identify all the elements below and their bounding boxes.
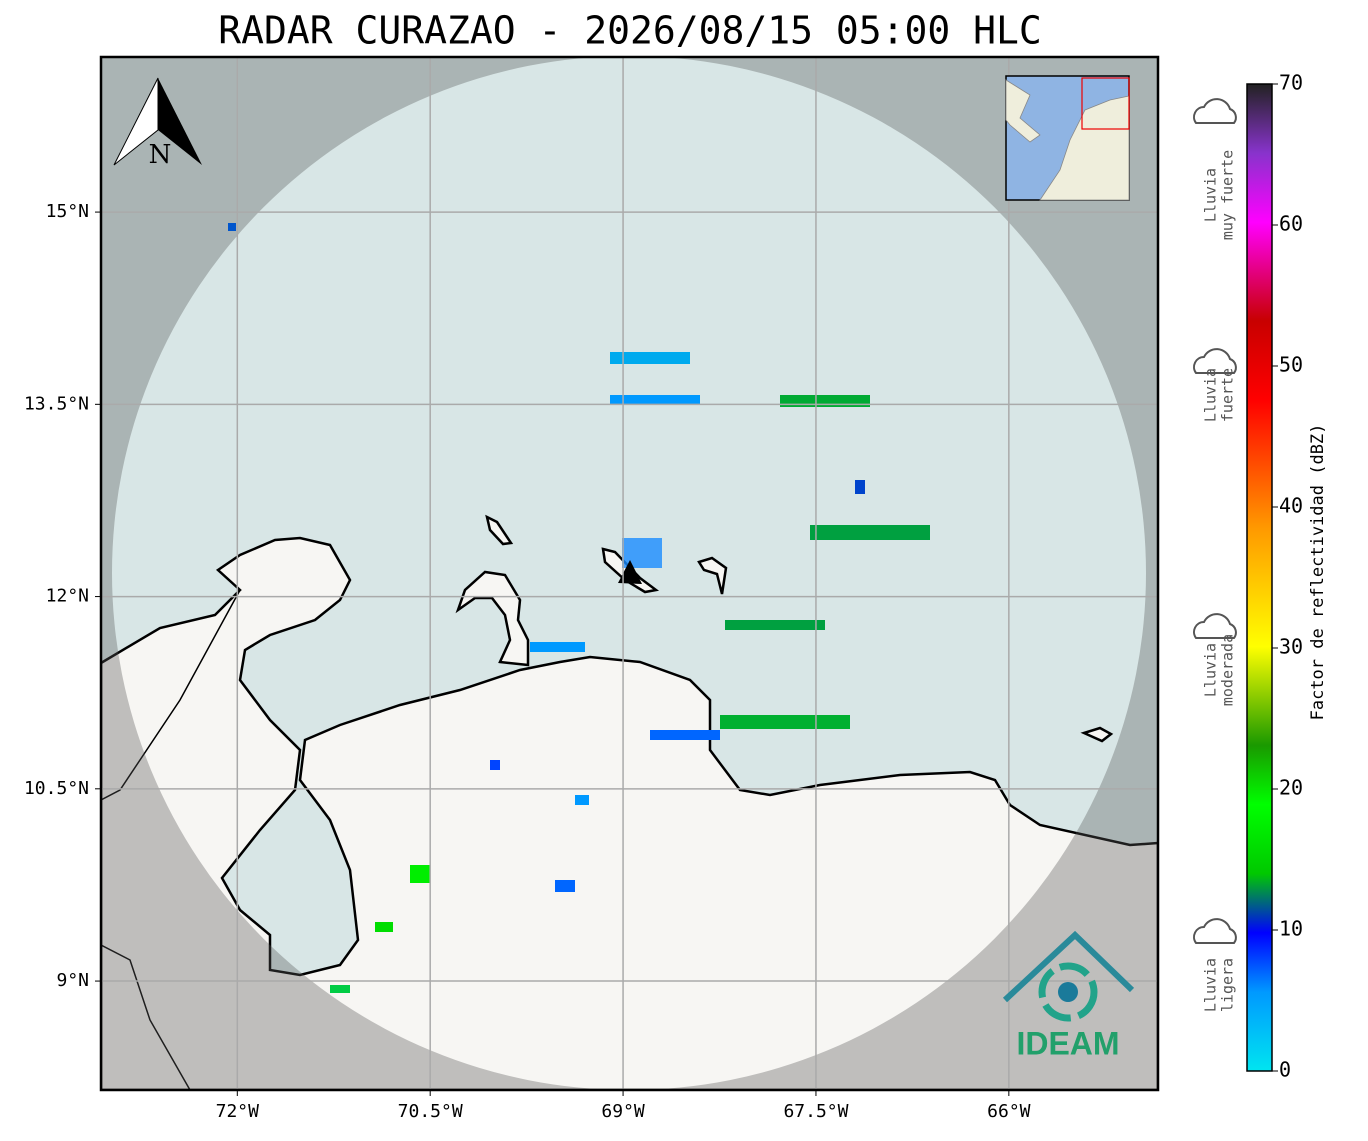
ideam-logo: IDEAM bbox=[1002, 930, 1135, 1061]
rain-legend-text: Lluvia bbox=[1202, 168, 1220, 222]
colorbar-axis: 0 10 20 30 40 50 60 70 Factor de reflectividad (… bbox=[1272, 71, 1328, 1082]
aruba bbox=[485, 514, 514, 546]
rain-legend-text: muy fuerte bbox=[1219, 150, 1237, 240]
colorbar-tick-label: 10 bbox=[1279, 917, 1303, 941]
rain-legend-text: moderada bbox=[1219, 634, 1237, 706]
colorbar-label: Factor de reflectividad (dBZ) bbox=[1308, 424, 1328, 721]
grid bbox=[101, 57, 1158, 1090]
rain-legend-text: Lluvia bbox=[1202, 643, 1220, 697]
north-arrow: N bbox=[113, 77, 202, 170]
colorbar-tick-label: 70 bbox=[1279, 71, 1303, 95]
colorbar-tick-label: 30 bbox=[1279, 635, 1303, 659]
y-tick-label: 10.5°N bbox=[24, 778, 89, 799]
x-tick-label: 72°W bbox=[216, 1101, 260, 1122]
rain-legend-text: ligera bbox=[1219, 958, 1237, 1012]
map: N IDEAM bbox=[101, 57, 1158, 1090]
rain-legend-text: Lluvia bbox=[1202, 368, 1220, 422]
islet bbox=[1080, 726, 1114, 743]
colorbar bbox=[1246, 83, 1273, 1072]
logo-text: IDEAM bbox=[1016, 1025, 1119, 1061]
colorbar-tick-label: 20 bbox=[1279, 776, 1303, 800]
bonaire bbox=[697, 556, 728, 595]
y-tick-label: 15°N bbox=[46, 201, 89, 222]
y-tick-label: 13.5°N bbox=[24, 393, 89, 414]
colorbar-tick-label: 0 bbox=[1279, 1058, 1291, 1082]
rain-icon bbox=[1193, 613, 1237, 639]
map-frame bbox=[99, 55, 1160, 1092]
colorbar-tick-label: 40 bbox=[1279, 494, 1303, 518]
axes: 72°W 70.5°W 69°W 67.5°W 66°W 15°N 13.5°N 12°N 10… bbox=[24, 201, 1031, 1122]
inset-map bbox=[1005, 75, 1130, 201]
land bbox=[101, 536, 1158, 1090]
x-tick-label: 70.5°W bbox=[398, 1101, 463, 1122]
border bbox=[101, 589, 241, 1090]
rain-icon bbox=[1193, 98, 1237, 124]
x-tick-label: 67.5°W bbox=[783, 1101, 848, 1122]
rain-icon bbox=[1193, 918, 1237, 944]
north-label: N bbox=[149, 140, 172, 170]
radar-site bbox=[618, 560, 642, 584]
y-tick-label: 12°N bbox=[46, 586, 89, 607]
rain-legend-text: fuerte bbox=[1219, 368, 1237, 422]
paraguana bbox=[455, 570, 530, 667]
x-tick-label: 66°W bbox=[987, 1101, 1031, 1122]
rain-icon bbox=[1193, 348, 1237, 374]
x-tick-label: 69°W bbox=[601, 1101, 645, 1122]
colorbar-tick-label: 60 bbox=[1279, 212, 1303, 236]
y-tick-label: 9°N bbox=[56, 970, 89, 991]
title: RADAR CURAZAO - 2026/08/15 05:00 HLC bbox=[218, 9, 1042, 53]
colorbar-tick-label: 50 bbox=[1279, 353, 1303, 377]
rain-legend-text: Lluvia bbox=[1202, 958, 1220, 1012]
